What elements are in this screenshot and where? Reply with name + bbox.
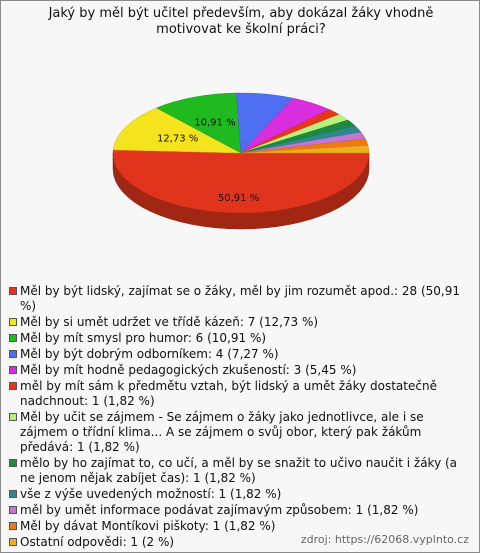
legend-item: Měl by mít smysl pro humor: 6 (10,91 %) bbox=[9, 331, 474, 346]
chart-title: Jaký by měl být učitel především, aby do… bbox=[48, 6, 434, 37]
legend-label: Měl by být lidský, zajímat se o žáky, mě… bbox=[20, 284, 460, 313]
legend-label: Měl by být dobrým odborníkem: 4 (7,27 %) bbox=[20, 347, 279, 361]
slice bbox=[112, 107, 242, 154]
slice bbox=[240, 145, 370, 154]
legend-swatch bbox=[9, 538, 17, 546]
legend-item: Měl by si umět udržet ve třídě kázeň: 7 … bbox=[9, 315, 474, 330]
legend-swatch bbox=[9, 287, 17, 295]
legend-label: Měl by si umět udržet ve třídě kázeň: 7 … bbox=[20, 315, 319, 329]
legend-item: Měl by dávat Montíkovi piškoty: 1 (1,82 … bbox=[9, 519, 474, 534]
slice bbox=[112, 149, 370, 214]
slice-label: 50,91 % bbox=[218, 193, 259, 204]
legend-label: měl by umět informace podávat zajímavým … bbox=[20, 503, 419, 517]
source: zdroj: https://62068.vyplnto.cz bbox=[300, 533, 469, 546]
legend-swatch bbox=[9, 334, 17, 342]
legend-swatch bbox=[9, 522, 17, 530]
legend-swatch bbox=[9, 382, 17, 390]
legend-item: měl by umět informace podávat zajímavým … bbox=[9, 503, 474, 518]
legend-item: Měl by být lidský, zajímat se o žáky, mě… bbox=[9, 284, 474, 314]
legend-label: Měl by mít hodně pedagogických zkušenost… bbox=[20, 363, 357, 377]
legend-item: měl by mít sám k předmětu vztah, být lid… bbox=[9, 379, 474, 409]
legend-swatch bbox=[9, 490, 17, 498]
legend: Měl by být lidský, zajímat se o žáky, mě… bbox=[9, 284, 474, 551]
legend-label: Měl by dávat Montíkovi piškoty: 1 (1,82 … bbox=[20, 519, 276, 533]
legend-swatch bbox=[9, 413, 17, 421]
slice-label: 10,91 % bbox=[194, 117, 235, 128]
legend-item: Měl by učit se zájmem - Se zájmem o žáky… bbox=[9, 410, 474, 455]
pie-chart: 50,91 % 12,73 % 10,91 % bbox=[112, 92, 370, 230]
legend-label: měl by mít sám k předmětu vztah, být lid… bbox=[20, 379, 437, 408]
legend-label: vše z výše uvedených možností: 1 (1,82 %… bbox=[20, 487, 282, 501]
legend-swatch bbox=[9, 350, 17, 358]
legend-swatch bbox=[9, 506, 17, 514]
legend-item: mělo by ho zajímat to, co učí, a měl by … bbox=[9, 456, 474, 486]
legend-label: Měl by učit se zájmem - Se zájmem o žáky… bbox=[20, 410, 424, 454]
slice-label: 12,73 % bbox=[157, 134, 198, 145]
legend-item: Měl by být dobrým odborníkem: 4 (7,27 %) bbox=[9, 347, 474, 362]
legend-swatch bbox=[9, 366, 17, 374]
legend-label: Měl by mít smysl pro humor: 6 (10,91 %) bbox=[20, 331, 267, 345]
legend-swatch bbox=[9, 318, 17, 326]
legend-label: Ostatní odpovědi: 1 (2 %) bbox=[20, 535, 175, 549]
legend-swatch bbox=[9, 459, 17, 467]
legend-label: mělo by ho zajímat to, co učí, a měl by … bbox=[20, 456, 458, 485]
legend-item: Měl by mít hodně pedagogických zkušenost… bbox=[9, 363, 474, 378]
slice bbox=[155, 92, 242, 154]
legend-item: vše z výše uvedených možností: 1 (1,82 %… bbox=[9, 487, 474, 502]
legend-item: Ostatní odpovědi: 1 (2 %) bbox=[9, 535, 474, 550]
